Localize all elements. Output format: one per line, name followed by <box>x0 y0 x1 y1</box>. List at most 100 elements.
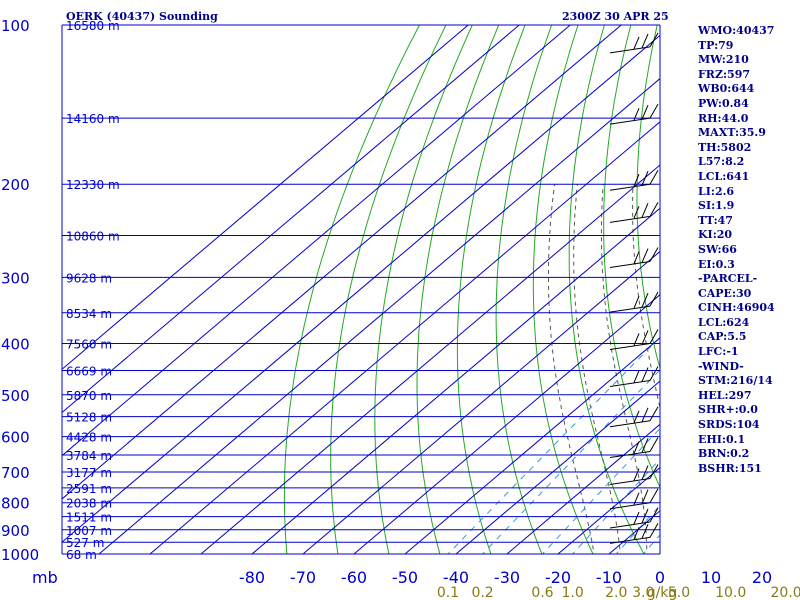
index-item: WB0:644 <box>698 82 755 96</box>
temperature-tick-label: -50 <box>392 568 418 587</box>
wind-barb <box>609 366 659 388</box>
height-label: 12330 m <box>66 178 120 192</box>
wind-barb <box>609 247 659 269</box>
moist-adiabats <box>547 184 660 554</box>
wind-barb <box>609 329 659 350</box>
index-item: SW:66 <box>698 242 737 256</box>
index-item: RH:44.0 <box>698 111 749 125</box>
pressure-tick-label: 100 <box>1 17 30 35</box>
height-label: 10860 m <box>66 230 120 244</box>
height-label: 5128 m <box>66 411 112 425</box>
mixing-ratio-label: 1.0 <box>562 585 584 600</box>
height-label: 9628 m <box>66 271 112 285</box>
temperature-tick-label: -10 <box>596 568 622 587</box>
mixing-ratio-label: 0.6 <box>531 585 553 600</box>
height-label: 527 m <box>66 536 104 550</box>
dry-adiabat-line <box>636 25 660 370</box>
isotherm-line <box>302 250 660 554</box>
pressure-tick-label: 800 <box>1 495 30 513</box>
wind-barb <box>609 464 659 486</box>
height-label: 4428 m <box>66 431 112 445</box>
isotherm-line <box>62 34 660 543</box>
temperature-tick-label: -70 <box>290 568 316 587</box>
wind-barb <box>609 488 659 510</box>
wind-barb <box>609 523 659 544</box>
index-item: LCL:624 <box>698 315 750 329</box>
temperature-tick-label: 20 <box>752 568 772 587</box>
mixing-ratio-label: 0.2 <box>471 585 493 600</box>
height-label: 68 m <box>66 548 97 562</box>
index-item: HEL:297 <box>698 388 752 402</box>
height-label: 1511 m <box>66 511 112 525</box>
temperature-tick-label: -40 <box>443 568 469 587</box>
index-item: LFC:-1 <box>698 345 739 359</box>
isotherms <box>62 25 660 554</box>
wind-barb <box>609 32 659 54</box>
isotherm-line <box>98 77 660 554</box>
pressure-tick-label: 400 <box>1 335 30 353</box>
index-item: L57:8.2 <box>698 155 745 169</box>
chart-title: OERK (40437) Sounding <box>66 10 218 23</box>
index-item: BSHR:151 <box>698 461 762 475</box>
isotherm-line <box>353 294 660 554</box>
temperature-tick-label: -80 <box>239 568 265 587</box>
index-item: SHR+:0.0 <box>698 403 758 417</box>
isobars <box>61 24 661 555</box>
wind-barb <box>609 169 659 191</box>
index-item: LI:2.6 <box>698 184 735 198</box>
wind-barbs <box>609 32 659 544</box>
index-item: WMO:40437 <box>698 24 775 37</box>
temperature-tick-label: 10 <box>701 568 721 587</box>
temperature-tick-label: -60 <box>341 568 367 587</box>
index-item: BRN:0.2 <box>698 447 750 461</box>
temperature-tick-label: -20 <box>545 568 571 587</box>
temperature-tick-label: -30 <box>494 568 520 587</box>
mixing-ratio-label: 3.0 <box>632 585 654 600</box>
index-item: PW:0.84 <box>698 96 749 110</box>
isotherm-line <box>404 337 660 554</box>
index-item: CAPE:30 <box>698 286 752 300</box>
index-item: FRZ:597 <box>698 67 751 81</box>
height-label: 14160 m <box>66 112 120 126</box>
isotherm-line <box>455 380 660 554</box>
index-item: SRDS:104 <box>698 418 760 432</box>
height-label: 2038 m <box>66 497 112 511</box>
index-item: TT:47 <box>698 213 733 227</box>
temperature-tick-label: 0 <box>655 568 665 587</box>
isotherm-line <box>506 423 660 554</box>
index-item: CINH:46904 <box>698 301 775 315</box>
moist-adiabat-line <box>547 184 595 554</box>
dry-adiabat-line <box>283 25 420 554</box>
isotherm-line <box>200 164 660 554</box>
wind-barb <box>609 291 659 313</box>
height-label: 3784 m <box>66 449 112 463</box>
wind-barb <box>609 103 659 125</box>
dry-adiabat-line <box>374 25 473 554</box>
wind-barb <box>609 507 659 529</box>
index-item: LCL:641 <box>698 169 750 183</box>
wind-barb <box>609 406 659 428</box>
y-axis-unit-label: mb <box>32 568 58 587</box>
height-label: 3177 m <box>66 466 112 480</box>
index-item: EHI:0.1 <box>698 432 746 446</box>
index-item: KI:20 <box>698 228 733 242</box>
indices-panel: WMO:40437 TP:79 MW:210 FRZ:597 WB0:644 PW:0.8… <box>698 24 798 476</box>
pressure-tick-label: 700 <box>1 464 30 482</box>
isotherm-line <box>62 25 469 370</box>
isotherm-line <box>251 207 660 554</box>
dry-adiabat-line <box>568 25 645 554</box>
index-item: -WIND- <box>698 359 744 373</box>
moist-adiabat-line <box>573 184 621 554</box>
isotherm-line <box>62 25 571 457</box>
mixing-ratio-label: 2.0 <box>605 585 627 600</box>
index-item: EI:0.3 <box>698 257 735 271</box>
index-item: -PARCEL- <box>698 272 758 286</box>
moist-adiabat-line <box>600 184 648 554</box>
height-label: 6669 m <box>66 365 112 379</box>
dry-adiabat-line <box>532 25 594 554</box>
pressure-tick-label: 600 <box>1 429 30 447</box>
dry-adiabat-line <box>495 25 553 554</box>
